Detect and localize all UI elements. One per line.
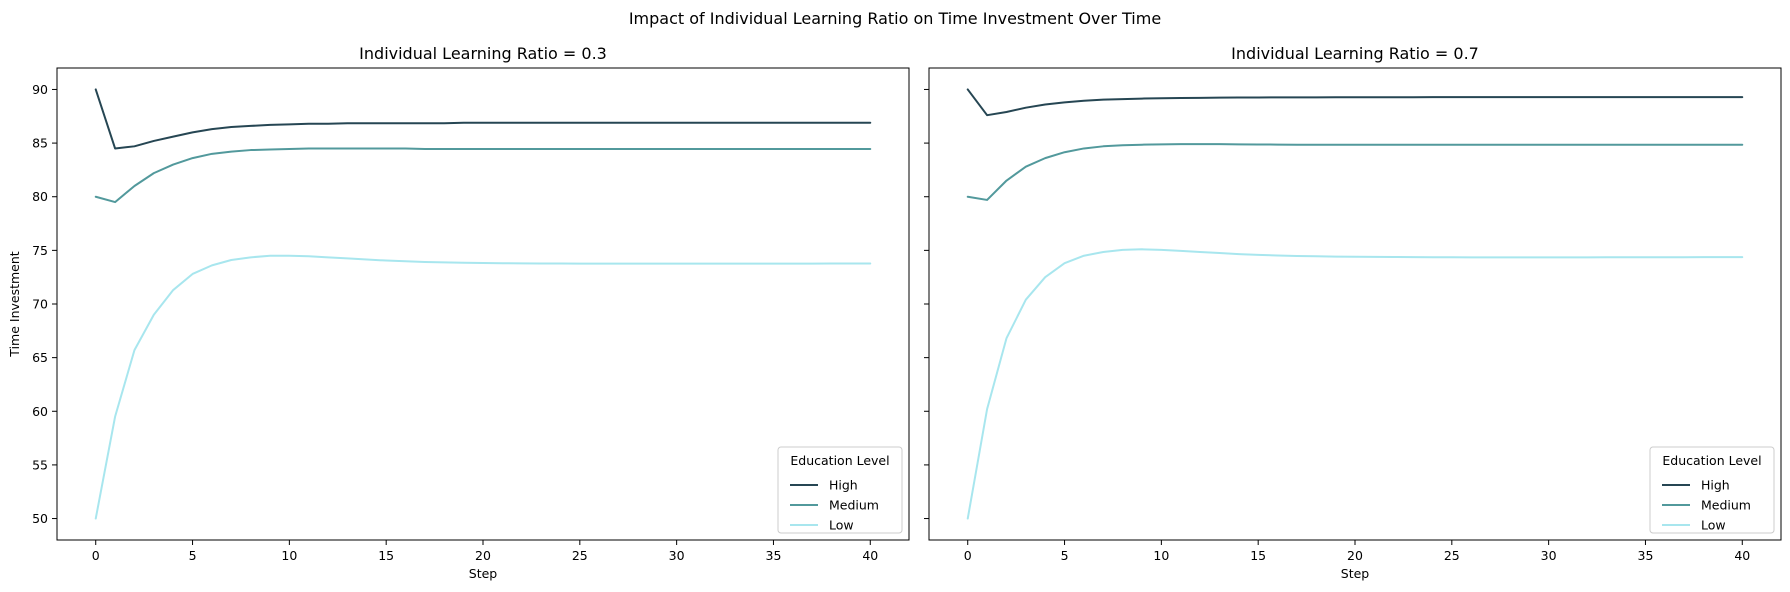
legend-box [1649, 446, 1775, 534]
legend-label-low: Low [1701, 518, 1726, 533]
chart-panels: Individual Learning Ratio = 0.3 0 5 10 15 20 2… [7, 44, 1782, 581]
x-tick-label: 15 [378, 548, 394, 563]
legend-title: Education Level [790, 453, 889, 468]
x-tick-label: 35 [1638, 548, 1654, 563]
x-tick-label: 20 [475, 548, 491, 563]
series-line-high [966, 88, 1744, 117]
y-axis-label: Time Investment [7, 251, 22, 357]
x-tick-label: 10 [281, 548, 297, 563]
y-tick-label: 60 [32, 404, 48, 419]
legend-label-high: High [1701, 478, 1730, 493]
y-tick-label: 85 [32, 136, 48, 151]
y-tick-label: 90 [32, 82, 48, 97]
y-tick-label: 80 [32, 189, 48, 204]
chart-panel-2: Individual Learning Ratio = 0.7 0 5 10 15 20 2… [924, 44, 1782, 581]
legend-box [777, 446, 903, 534]
series-line-medium [966, 143, 1744, 201]
y-tick-label: 75 [32, 243, 48, 258]
x-axis-label: Step [1341, 566, 1370, 581]
y-tick-label: 55 [32, 457, 48, 472]
x-tick-label: 35 [766, 548, 782, 563]
plot-frame [56, 67, 910, 541]
series-line-high [94, 88, 872, 150]
legend-label-medium: Medium [1701, 498, 1751, 513]
chart-panel-1: Individual Learning Ratio = 0.3 0 5 10 15 20 2… [7, 44, 910, 581]
panel-title: Individual Learning Ratio = 0.3 [359, 44, 607, 63]
series-line-low [966, 248, 1744, 520]
x-tick-label: 20 [1347, 548, 1363, 563]
x-tick-label: 15 [1250, 548, 1266, 563]
legend-title: Education Level [1662, 453, 1761, 468]
x-tick-label: 30 [1541, 548, 1557, 563]
legend: Education Level High Medium Low [1649, 446, 1775, 534]
x-tick-label: 0 [92, 548, 100, 563]
x-tick-label: 30 [669, 548, 685, 563]
x-tick-label: 25 [1444, 548, 1460, 563]
x-tick-label: 40 [1734, 548, 1750, 563]
y-tick-label: 70 [32, 297, 48, 312]
series-line-low [94, 254, 872, 520]
y-tick-label: 65 [32, 350, 48, 365]
x-tick-label: 5 [1061, 548, 1069, 563]
figure-suptitle: Impact of Individual Learning Ratio on T… [629, 9, 1161, 28]
y-tick-label: 50 [32, 511, 48, 526]
x-tick-label: 0 [964, 548, 972, 563]
x-tick-label: 40 [862, 548, 878, 563]
legend: Education Level High Medium Low [777, 446, 903, 534]
panel-title: Individual Learning Ratio = 0.7 [1231, 44, 1479, 63]
x-axis-label: Step [469, 566, 498, 581]
legend-label-high: High [829, 478, 858, 493]
legend-label-low: Low [829, 518, 854, 533]
legend-label-medium: Medium [829, 498, 879, 513]
x-tick-label: 25 [572, 548, 588, 563]
x-tick-label: 5 [189, 548, 197, 563]
series-line-medium [94, 147, 872, 204]
plot-frame [928, 67, 1782, 541]
x-tick-label: 10 [1153, 548, 1169, 563]
